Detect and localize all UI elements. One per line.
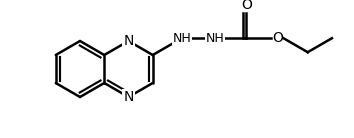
- Text: O: O: [241, 0, 252, 12]
- Text: O: O: [272, 31, 283, 45]
- Text: N: N: [123, 34, 134, 48]
- Text: NH: NH: [172, 32, 191, 45]
- Text: N: N: [123, 90, 134, 104]
- Text: NH: NH: [206, 32, 225, 45]
